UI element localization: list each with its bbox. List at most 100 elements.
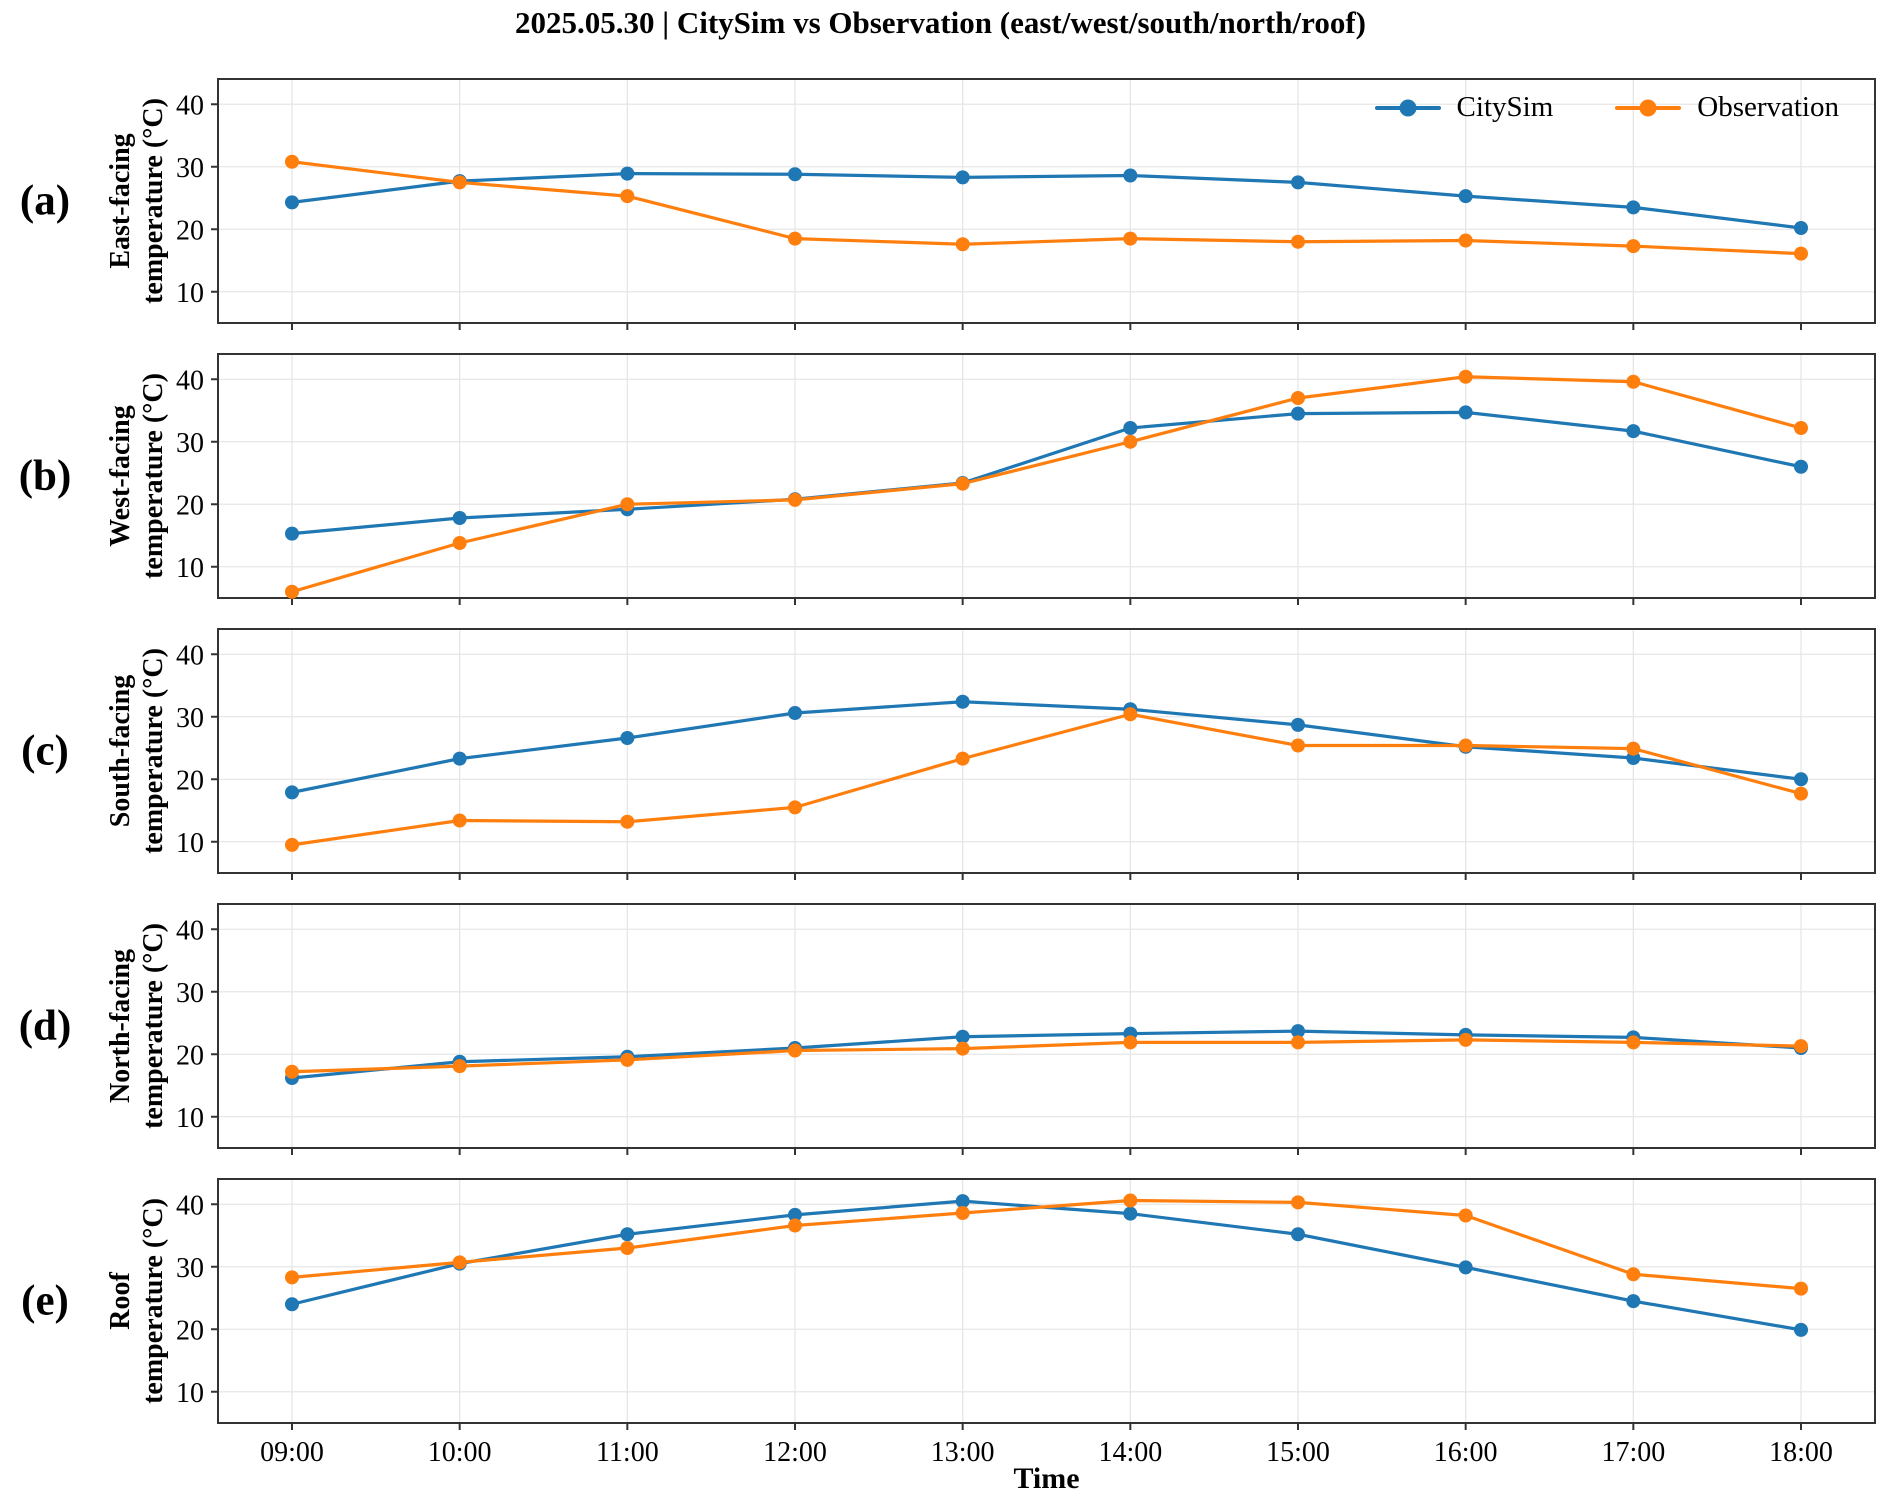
data-point-d-citysim-13:00	[955, 1029, 970, 1044]
line-chart-panel-e: 40 30 20 10 09:00 10:00 11:00 12:00 13:00 14:00 15…	[176, 1178, 1876, 1468]
legend-label-citysim: CitySim	[1456, 91, 1554, 123]
x-tick-label-11:00: 11:00	[596, 1437, 659, 1468]
data-point-d-observation-17:00	[1626, 1035, 1641, 1050]
data-point-b-citysim-10:00	[452, 511, 467, 525]
x-tick-label-10:00: 10:00	[428, 1437, 492, 1468]
data-point-b-observation-14:00	[1123, 434, 1138, 449]
y-tick-label-a-30: 30	[176, 153, 204, 184]
data-point-a-observation-18:00	[1794, 246, 1808, 261]
panel-label-a: (a)	[19, 177, 71, 224]
y-tick-label-e-20: 20	[176, 1315, 204, 1346]
series-line-b-citysim	[290, 410, 1803, 536]
panel-label-c: (c)	[21, 727, 69, 774]
data-point-e-observation-16:00	[1458, 1208, 1473, 1223]
data-point-b-citysim-09:00	[285, 526, 299, 541]
citysim-line-marker-icon	[1374, 99, 1441, 117]
line-chart-panel-a: 40 30 20 10	[176, 78, 1876, 330]
data-point-b-observation-17:00	[1626, 374, 1641, 389]
data-point-b-citysim-14:00	[1123, 421, 1138, 435]
series-line-a-citysim	[290, 172, 1803, 230]
observation-line-marker-icon	[1615, 99, 1682, 117]
data-point-b-citysim-15:00	[1291, 406, 1305, 421]
data-point-c-citysim-15:00	[1291, 717, 1305, 732]
data-point-a-citysim-11:00	[620, 166, 635, 181]
data-point-e-observation-18:00	[1794, 1281, 1808, 1296]
x-tick-label-14:00: 14:00	[1098, 1437, 1162, 1468]
data-point-e-citysim-18:00	[1794, 1322, 1808, 1337]
y-tick-label-c-20: 20	[176, 765, 204, 796]
x-tick-label-18:00: 18:00	[1769, 1437, 1833, 1468]
data-point-c-citysim-13:00	[955, 694, 970, 709]
data-point-a-observation-11:00	[620, 189, 635, 204]
y-tick-label-d-20: 20	[176, 1040, 204, 1071]
y-tick-label-e-40: 40	[176, 1190, 204, 1221]
y-tick-label-b-30: 30	[176, 428, 204, 459]
data-point-a-citysim-17:00	[1626, 200, 1641, 215]
line-chart-panel-d: 40 30 20 10	[176, 903, 1876, 1155]
data-point-c-observation-10:00	[452, 813, 467, 828]
data-point-a-observation-13:00	[955, 237, 970, 252]
series-line-b-observation	[290, 375, 1803, 594]
data-point-e-citysim-09:00	[285, 1297, 299, 1312]
data-point-e-citysim-11:00	[620, 1227, 635, 1242]
panel-label-b: (b)	[18, 452, 72, 499]
y-tick-label-c-40: 40	[176, 640, 204, 671]
data-point-e-observation-14:00	[1123, 1193, 1138, 1208]
data-point-c-citysim-09:00	[285, 785, 299, 800]
data-point-e-observation-17:00	[1626, 1267, 1641, 1282]
data-point-c-observation-14:00	[1123, 707, 1138, 722]
data-point-a-citysim-16:00	[1458, 189, 1473, 204]
x-axis-label: Time	[1013, 1462, 1080, 1495]
data-point-c-observation-12:00	[788, 800, 802, 815]
line-chart-panel-c: 40 30 20 10	[176, 628, 1876, 880]
series-line-e-citysim	[290, 1199, 1803, 1332]
data-point-a-observation-17:00	[1626, 239, 1641, 254]
data-point-a-citysim-13:00	[955, 170, 970, 185]
data-point-c-citysim-10:00	[452, 751, 467, 766]
series-line-a-observation	[290, 160, 1803, 256]
y-tick-label-b-20: 20	[176, 490, 204, 521]
data-point-c-observation-18:00	[1794, 786, 1808, 801]
data-point-d-observation-18:00	[1794, 1039, 1808, 1054]
data-point-c-observation-11:00	[620, 814, 635, 829]
data-point-c-observation-15:00	[1291, 738, 1305, 753]
data-point-a-observation-15:00	[1291, 234, 1305, 249]
data-point-d-observation-13:00	[955, 1041, 970, 1056]
y-tick-label-d-10: 10	[176, 1103, 204, 1134]
data-point-b-citysim-16:00	[1458, 405, 1473, 420]
x-tick-label-17:00: 17:00	[1601, 1437, 1665, 1468]
x-tick-label-15:00: 15:00	[1266, 1437, 1330, 1468]
data-point-a-observation-09:00	[285, 154, 299, 169]
data-point-a-observation-12:00	[788, 231, 802, 246]
data-point-b-observation-15:00	[1291, 391, 1305, 405]
series-line-d-observation	[290, 1038, 1803, 1074]
panel-label-d: (d)	[18, 1002, 72, 1049]
data-point-e-observation-11:00	[620, 1241, 635, 1255]
data-point-a-citysim-15:00	[1291, 175, 1305, 190]
series-line-c-observation	[290, 712, 1803, 847]
data-point-b-citysim-17:00	[1626, 424, 1641, 439]
data-point-e-observation-12:00	[788, 1218, 802, 1233]
data-point-c-observation-16:00	[1458, 738, 1473, 753]
line-chart-panel-b: 40 30 20 10	[176, 353, 1876, 605]
y-tick-label-c-30: 30	[176, 703, 204, 734]
data-point-d-citysim-15:00	[1291, 1024, 1305, 1039]
data-point-a-observation-14:00	[1123, 231, 1138, 246]
series-line-d-citysim	[290, 1029, 1803, 1080]
data-point-c-citysim-18:00	[1794, 772, 1808, 787]
y-tick-label-d-40: 40	[176, 915, 204, 946]
data-point-d-observation-16:00	[1458, 1032, 1473, 1047]
legend: CitySim Observation	[1374, 91, 1839, 124]
data-point-e-citysim-13:00	[955, 1194, 970, 1209]
y-tick-label-a-10: 10	[176, 278, 204, 309]
data-point-a-observation-10:00	[452, 175, 467, 190]
y-tick-label-a-40: 40	[176, 90, 204, 121]
data-point-b-observation-18:00	[1794, 421, 1808, 435]
data-point-e-citysim-14:00	[1123, 1206, 1138, 1221]
data-point-a-citysim-18:00	[1794, 221, 1808, 235]
y-tick-label-c-10: 10	[176, 828, 204, 859]
figure-title: 2025.05.30 | CitySim vs Observation (eas…	[515, 5, 1366, 40]
series-line-c-citysim	[290, 700, 1803, 794]
data-point-a-citysim-12:00	[788, 167, 802, 182]
